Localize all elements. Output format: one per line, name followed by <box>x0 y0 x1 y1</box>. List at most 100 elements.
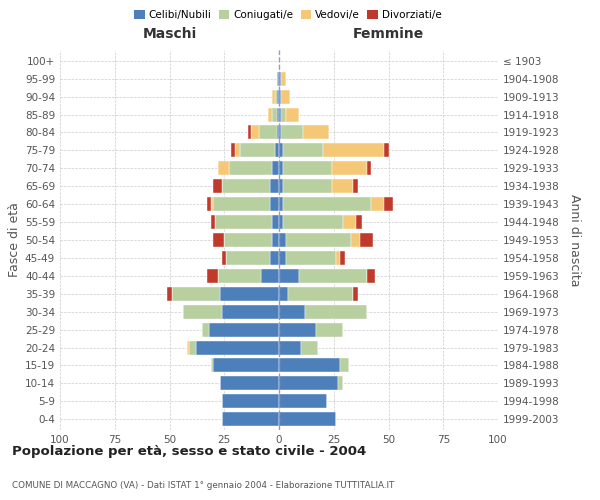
Text: Maschi: Maschi <box>142 27 197 41</box>
Bar <box>167 287 172 301</box>
Bar <box>353 179 358 193</box>
Bar <box>272 162 279 175</box>
Bar <box>272 108 277 122</box>
Bar <box>338 376 343 390</box>
Y-axis label: Fasce di età: Fasce di età <box>8 202 21 278</box>
Bar <box>202 322 209 336</box>
Bar <box>235 144 239 158</box>
Bar <box>360 233 373 247</box>
Y-axis label: Anni di nascita: Anni di nascita <box>568 194 581 286</box>
Bar <box>231 144 235 158</box>
Bar <box>229 162 272 175</box>
Bar <box>214 197 270 211</box>
Bar <box>301 340 319 354</box>
Bar <box>272 233 279 247</box>
Bar <box>351 233 360 247</box>
Bar <box>182 304 222 318</box>
Bar <box>222 412 279 426</box>
Bar <box>279 322 316 336</box>
Bar <box>218 269 262 283</box>
Bar <box>275 144 279 158</box>
Bar <box>299 269 367 283</box>
Bar <box>384 197 393 211</box>
Bar <box>275 90 277 104</box>
Bar <box>272 90 275 104</box>
Bar <box>224 233 272 247</box>
Bar <box>367 162 371 175</box>
Bar <box>336 251 340 265</box>
Bar <box>283 197 371 211</box>
Bar <box>220 287 279 301</box>
Bar <box>279 108 281 122</box>
Bar <box>211 215 215 229</box>
Bar <box>286 233 351 247</box>
Bar <box>279 358 340 372</box>
Bar <box>251 126 259 140</box>
Bar <box>270 251 279 265</box>
Bar <box>214 358 279 372</box>
Bar <box>279 233 286 247</box>
Bar <box>367 269 376 283</box>
Bar <box>343 215 356 229</box>
Bar <box>239 144 275 158</box>
Bar <box>316 322 343 336</box>
Bar <box>303 126 329 140</box>
Bar <box>286 108 299 122</box>
Bar <box>384 144 389 158</box>
Bar <box>222 304 279 318</box>
Bar <box>270 197 279 211</box>
Bar <box>248 126 251 140</box>
Bar <box>279 90 281 104</box>
Bar <box>268 108 272 122</box>
Bar <box>283 215 343 229</box>
Bar <box>189 340 196 354</box>
Bar <box>214 179 222 193</box>
Bar <box>279 340 301 354</box>
Bar <box>270 179 279 193</box>
Bar <box>262 269 279 283</box>
Bar <box>279 72 281 86</box>
Bar <box>283 162 332 175</box>
Bar <box>222 179 270 193</box>
Text: Popolazione per età, sesso e stato civile - 2004: Popolazione per età, sesso e stato civil… <box>12 445 366 458</box>
Bar <box>214 233 224 247</box>
Bar <box>187 340 189 354</box>
Bar <box>222 251 226 265</box>
Bar <box>259 126 277 140</box>
Bar <box>340 358 349 372</box>
Bar <box>332 162 367 175</box>
Bar <box>356 215 362 229</box>
Bar <box>283 144 323 158</box>
Bar <box>332 179 353 193</box>
Bar <box>222 394 279 408</box>
Bar <box>226 251 270 265</box>
Bar <box>281 108 286 122</box>
Bar <box>207 197 211 211</box>
Bar <box>279 251 286 265</box>
Bar <box>281 90 290 104</box>
Bar <box>277 126 279 140</box>
Bar <box>279 287 288 301</box>
Bar <box>211 197 214 211</box>
Bar <box>196 340 279 354</box>
Bar <box>272 215 279 229</box>
Bar <box>218 162 229 175</box>
Text: COMUNE DI MACCAGNO (VA) - Dati ISTAT 1° gennaio 2004 - Elaborazione TUTTITALIA.I: COMUNE DI MACCAGNO (VA) - Dati ISTAT 1° … <box>12 480 394 490</box>
Legend: Celibi/Nubili, Coniugati/e, Vedovi/e, Divorziati/e: Celibi/Nubili, Coniugati/e, Vedovi/e, Di… <box>132 8 444 22</box>
Bar <box>353 287 358 301</box>
Bar <box>286 251 336 265</box>
Bar <box>288 287 353 301</box>
Bar <box>279 304 305 318</box>
Bar <box>172 287 220 301</box>
Bar <box>281 126 303 140</box>
Bar <box>283 179 332 193</box>
Bar <box>279 269 299 283</box>
Bar <box>279 412 336 426</box>
Bar <box>215 215 272 229</box>
Text: Femmine: Femmine <box>353 27 424 41</box>
Bar <box>279 179 283 193</box>
Bar <box>323 144 384 158</box>
Bar <box>279 215 283 229</box>
Bar <box>340 251 344 265</box>
Bar <box>279 197 283 211</box>
